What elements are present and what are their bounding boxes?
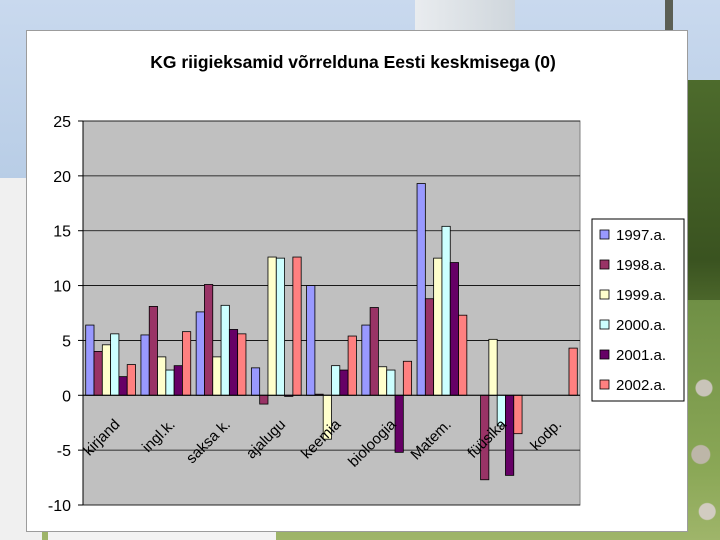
background-rocks	[688, 350, 720, 540]
bar	[458, 314, 468, 396]
bar	[110, 333, 120, 396]
y-tick-label: -5	[57, 443, 71, 460]
bar	[386, 369, 396, 396]
bar	[568, 347, 578, 396]
bar	[148, 306, 158, 396]
bar	[126, 364, 136, 396]
bar	[339, 369, 349, 396]
legend-swatch	[599, 349, 610, 360]
bar	[292, 256, 302, 396]
legend-swatch	[599, 319, 610, 330]
legend-label: 1998.a.	[616, 257, 666, 274]
plot-background	[82, 120, 581, 506]
chart-card: KG riigieksamid võrrelduna Eesti keskmis…	[26, 30, 688, 532]
bar	[118, 376, 128, 396]
bar	[228, 329, 239, 396]
bar	[513, 394, 523, 435]
chart-title: KG riigieksamid võrrelduna Eesti keskmis…	[150, 52, 556, 72]
bar	[157, 356, 167, 396]
y-tick-label: -10	[48, 498, 71, 515]
legend-swatch	[599, 379, 610, 390]
legend-swatch	[599, 289, 610, 300]
bar	[182, 331, 192, 396]
legend: 1997.a. 1998.a. 1999.a. 2000.a. 2001.a. 2002.…	[591, 218, 685, 402]
bar	[101, 344, 112, 396]
bar	[173, 365, 183, 396]
bar	[441, 225, 451, 396]
bar	[369, 307, 379, 396]
bar	[212, 356, 222, 396]
bar	[275, 257, 285, 396]
bar	[204, 284, 214, 396]
y-tick-label: 20	[53, 169, 71, 186]
bar	[259, 394, 269, 405]
legend-label: 2001.a.	[616, 347, 666, 364]
bar	[488, 338, 498, 396]
bar	[424, 298, 435, 396]
legend-box	[591, 218, 685, 402]
bar	[433, 257, 443, 396]
y-tick-label: 10	[53, 279, 71, 296]
bar	[165, 369, 175, 396]
bar	[306, 285, 316, 396]
bar	[378, 366, 388, 396]
y-tick-label: 25	[53, 114, 71, 131]
legend-label: 2000.a.	[616, 317, 666, 334]
bar	[140, 334, 150, 396]
bar	[402, 360, 413, 396]
y-tick-label: 5	[62, 333, 71, 350]
background-building	[415, 0, 515, 32]
legend-label: 1999.a.	[616, 287, 666, 304]
bar	[220, 304, 230, 396]
bar	[347, 335, 357, 396]
bar	[394, 394, 404, 453]
bar	[195, 311, 205, 396]
bar	[237, 333, 247, 396]
legend-swatch	[599, 259, 610, 270]
y-tick-label: 15	[53, 224, 71, 241]
bar	[85, 324, 95, 396]
y-tick-label: 0	[62, 388, 71, 405]
bar	[250, 367, 261, 396]
legend-label: 2002.a.	[616, 377, 666, 394]
bar	[93, 350, 103, 396]
bar	[416, 183, 426, 396]
bar-chart: KG riigieksamid võrrelduna Eesti keskmis…	[48, 52, 685, 515]
bar	[449, 262, 459, 396]
bar	[505, 394, 515, 476]
bar	[361, 324, 371, 396]
legend-label: 1997.a.	[616, 227, 666, 244]
legend-swatch	[599, 229, 610, 240]
bar	[331, 365, 341, 396]
bar	[267, 256, 277, 396]
